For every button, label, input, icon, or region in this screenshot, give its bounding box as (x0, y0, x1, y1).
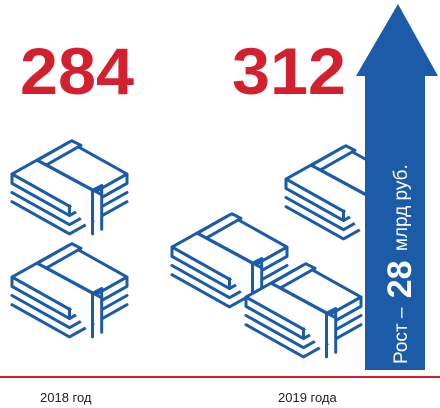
growth-unit: млрд руб. (391, 164, 412, 251)
label-2019: 2019 года (278, 390, 338, 405)
label-2018: 2018 год (40, 390, 92, 405)
growth-number: 28 (381, 260, 419, 298)
growth-prefix: Рост – (391, 307, 412, 364)
growth-arrow (356, 4, 438, 370)
value-2018: 284 (20, 34, 134, 108)
money-stacks-2018 (10, 139, 129, 339)
value-2019: 312 (232, 34, 346, 108)
growth-text: Рост – 28 млрд руб. (381, 164, 419, 364)
